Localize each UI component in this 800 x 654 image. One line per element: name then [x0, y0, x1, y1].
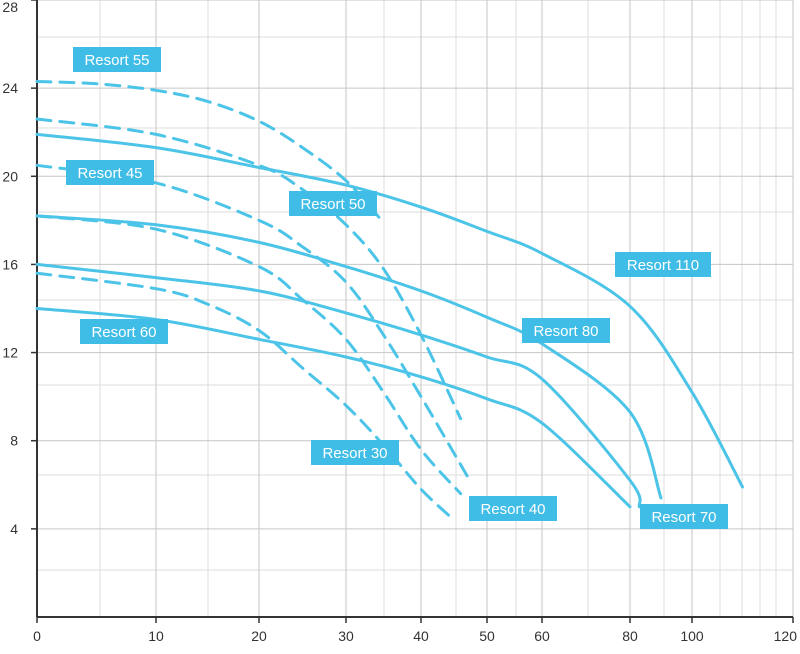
series-label-resort-110: Resort 110	[615, 252, 711, 277]
x-tick-label: 80	[622, 628, 638, 644]
x-tick-label: 100	[680, 628, 704, 644]
y-tick-label: 12	[2, 345, 18, 361]
series-label-text: Resort 80	[533, 323, 598, 340]
series-label-text: Resort 30	[322, 445, 387, 462]
series-label-resort-40: Resort 40	[469, 496, 557, 521]
series-label-bg	[469, 496, 557, 521]
series-label-bg	[311, 440, 399, 465]
series-label-bg	[289, 191, 377, 216]
x-tick-label: 40	[413, 628, 429, 644]
y-tick-label: 28	[2, 0, 18, 15]
series-label-resort-50: Resort 50	[289, 191, 377, 216]
series-label-resort-30: Resort 30	[311, 440, 399, 465]
x-tick-label: 120	[774, 628, 798, 644]
tick-labels: 0 10 20 30 40 50 60 80 100 120 4 8 12 16 20 24 28	[2, 0, 797, 644]
series-label-text: Resort 60	[91, 324, 156, 341]
y-tick-label: 8	[10, 433, 18, 449]
y-tick-label: 24	[2, 80, 18, 96]
series-label-resort-70: Resort 70	[640, 504, 728, 529]
series-label-bg	[80, 319, 168, 344]
series-label-bg	[640, 504, 728, 529]
series-line-resort-40	[35, 214, 463, 496]
series-label-resort-55: Resort 55	[73, 47, 161, 72]
series-label-bg	[66, 160, 154, 185]
x-tick-label: 10	[148, 628, 164, 644]
series-label-resort-45: Resort 45	[66, 160, 154, 185]
series-label-bg	[522, 318, 610, 343]
series-label-text: Resort 50	[300, 196, 365, 213]
x-tick-label: 0	[33, 628, 41, 644]
series-label-bg	[73, 47, 161, 72]
x-tick-label: 30	[338, 628, 354, 644]
x-tick-label: 20	[251, 628, 267, 644]
series-label-text: Resort 110	[627, 257, 699, 274]
x-tick-label: 60	[534, 628, 550, 644]
series-label-resort-60: Resort 60	[80, 319, 168, 344]
series-label-text: Resort 70	[651, 509, 716, 526]
series-labels: Resort 55 Resort 50 Resort 45 Resort 40 Reso…	[66, 47, 728, 529]
series-lines	[35, 80, 744, 522]
series-label-bg	[615, 252, 711, 277]
y-tick-label: 16	[2, 256, 18, 272]
series-line-resort-80	[35, 214, 663, 500]
series-line-resort-30	[35, 271, 456, 522]
x-tick-label: 50	[479, 628, 495, 644]
series-label-resort-80: Resort 80	[522, 318, 610, 343]
axes	[31, 0, 794, 623]
series-label-text: Resort 40	[480, 501, 545, 518]
series-line-resort-110	[35, 132, 744, 489]
series-line-resort-70	[35, 262, 642, 509]
y-tick-label: 20	[2, 168, 18, 184]
series-line-resort-55	[35, 80, 385, 225]
y-tick-label: 4	[10, 521, 18, 537]
series-label-text: Resort 55	[84, 52, 149, 69]
series-label-text: Resort 45	[77, 165, 142, 182]
